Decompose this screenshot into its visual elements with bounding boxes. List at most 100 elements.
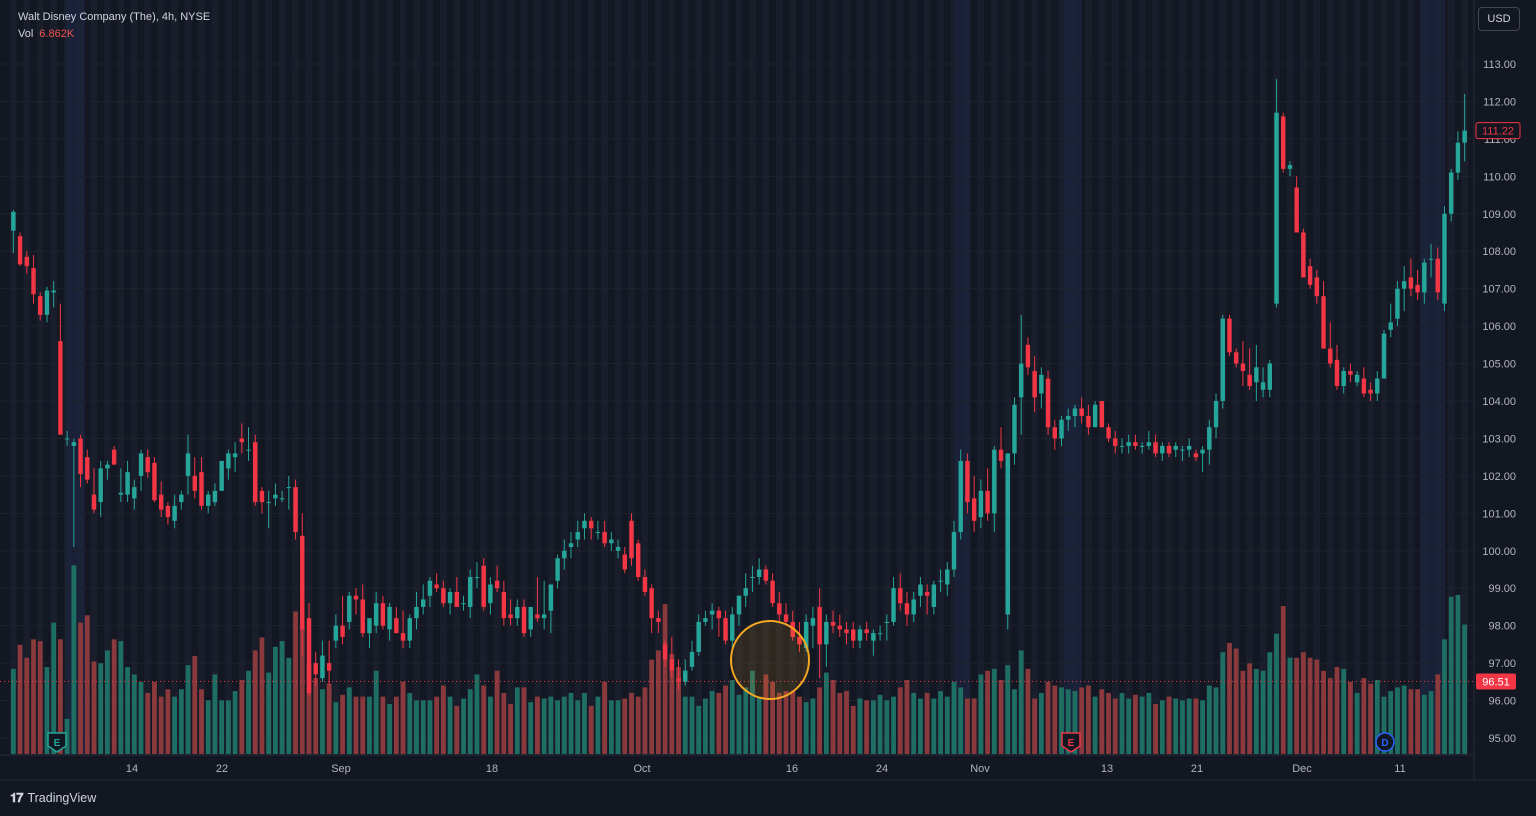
volume-bar	[293, 611, 298, 754]
volume-bar	[877, 694, 883, 754]
volume-bar	[844, 691, 849, 754]
extended-hours-band	[1420, 0, 1445, 755]
candle-body	[1240, 363, 1246, 372]
candle-body	[884, 621, 890, 623]
candle-body	[1032, 371, 1037, 398]
volume-bar	[1388, 691, 1394, 754]
candle-body	[508, 614, 513, 619]
session-band	[520, 0, 528, 755]
candle-body	[1361, 378, 1367, 394]
candle-body	[877, 633, 883, 635]
candle-body	[226, 453, 231, 469]
time-tick-label: Nov	[970, 763, 990, 775]
candle-body	[1119, 445, 1125, 447]
volume-bar	[985, 670, 991, 754]
candle-body	[1321, 296, 1326, 349]
candle-body	[602, 532, 607, 544]
price-tick-label: 100.00	[1482, 546, 1516, 558]
candle-body	[803, 621, 809, 649]
volume-bar	[393, 696, 399, 754]
volume-bar	[152, 681, 157, 754]
session-band	[265, 0, 273, 755]
volume-bar	[823, 672, 829, 754]
volume-bar	[991, 668, 997, 754]
session-band	[937, 0, 944, 755]
volume-bar	[387, 704, 393, 754]
volume-bar	[51, 622, 57, 754]
session-band	[1461, 0, 1468, 755]
tradingview-brand[interactable]: 𝟏𝟕 TradingView	[10, 790, 96, 806]
candle-body	[468, 576, 473, 607]
candle-body	[407, 618, 412, 641]
current-price-tag	[1475, 122, 1521, 140]
session-band	[923, 0, 931, 755]
price-axis[interactable]: 113.00112.00111.00110.00109.00108.00107.…	[1482, 59, 1516, 745]
candle-body	[730, 614, 735, 641]
candle-body	[1254, 367, 1259, 383]
candle-body	[971, 498, 977, 521]
candle-body	[1018, 363, 1024, 398]
volume-bar	[1415, 689, 1421, 754]
candle-body	[85, 457, 90, 480]
volume-bar	[326, 683, 332, 754]
candle-body	[1079, 408, 1084, 416]
volume-bar	[205, 700, 211, 754]
volume-bar	[1381, 696, 1387, 754]
session-band	[883, 0, 891, 755]
volume-bar	[702, 698, 708, 754]
session-band	[775, 0, 783, 755]
candle-body	[669, 659, 675, 671]
time-tick-label: 13	[1101, 763, 1113, 775]
time-axis[interactable]: 14 22 Sep 18 Oct 16 24 Nov 13 21 Dec 11	[126, 763, 1406, 775]
candle-body	[891, 588, 896, 622]
candle-body	[253, 442, 258, 503]
volume-bar	[662, 604, 668, 754]
candle-body	[851, 629, 856, 641]
volume-bar	[1159, 700, 1165, 754]
candle-body	[1186, 445, 1192, 450]
volume-bar	[71, 565, 77, 754]
volume-bar	[810, 698, 816, 754]
volume-bar	[219, 700, 225, 754]
volume-legend: Vol 6.862K	[18, 26, 210, 43]
session-band	[386, 0, 393, 755]
candle-body	[723, 618, 728, 641]
volume-bar	[320, 689, 325, 754]
volume-bar	[615, 700, 621, 754]
candle-body	[1193, 453, 1199, 458]
session-band	[211, 0, 219, 755]
candle-body	[481, 565, 486, 607]
volume-bar	[1395, 687, 1400, 754]
volume-bar	[1139, 696, 1145, 754]
volume-bar	[978, 674, 984, 754]
candle-body	[71, 442, 77, 446]
session-band	[896, 0, 904, 755]
candle-body	[232, 453, 238, 458]
candle-body	[434, 584, 439, 589]
session-band	[426, 0, 434, 755]
volume-bar	[931, 698, 937, 754]
session-band	[628, 0, 635, 755]
candle-body	[1341, 371, 1346, 387]
currency-button[interactable]: USD	[1478, 7, 1520, 31]
volume-bar	[1274, 633, 1279, 754]
candle-body	[1428, 258, 1434, 260]
volume-bar	[212, 674, 218, 754]
price-tick-label: 107.00	[1482, 284, 1516, 296]
volume-bar	[629, 692, 634, 754]
candle-body	[286, 487, 292, 489]
chart-legend: Walt Disney Company (The), 4h, NYSE Vol 6…	[18, 9, 210, 43]
candle-body	[380, 603, 386, 626]
volume-bar	[904, 680, 910, 754]
volume-bar	[1180, 700, 1185, 754]
candle-body	[763, 569, 769, 581]
candle-body	[1160, 445, 1165, 454]
candle-body	[837, 625, 843, 630]
candle-body	[1381, 333, 1387, 379]
volume-bar	[1220, 652, 1226, 754]
candle-body	[1133, 442, 1138, 446]
candle-body	[716, 610, 722, 619]
candle-body	[98, 468, 103, 503]
